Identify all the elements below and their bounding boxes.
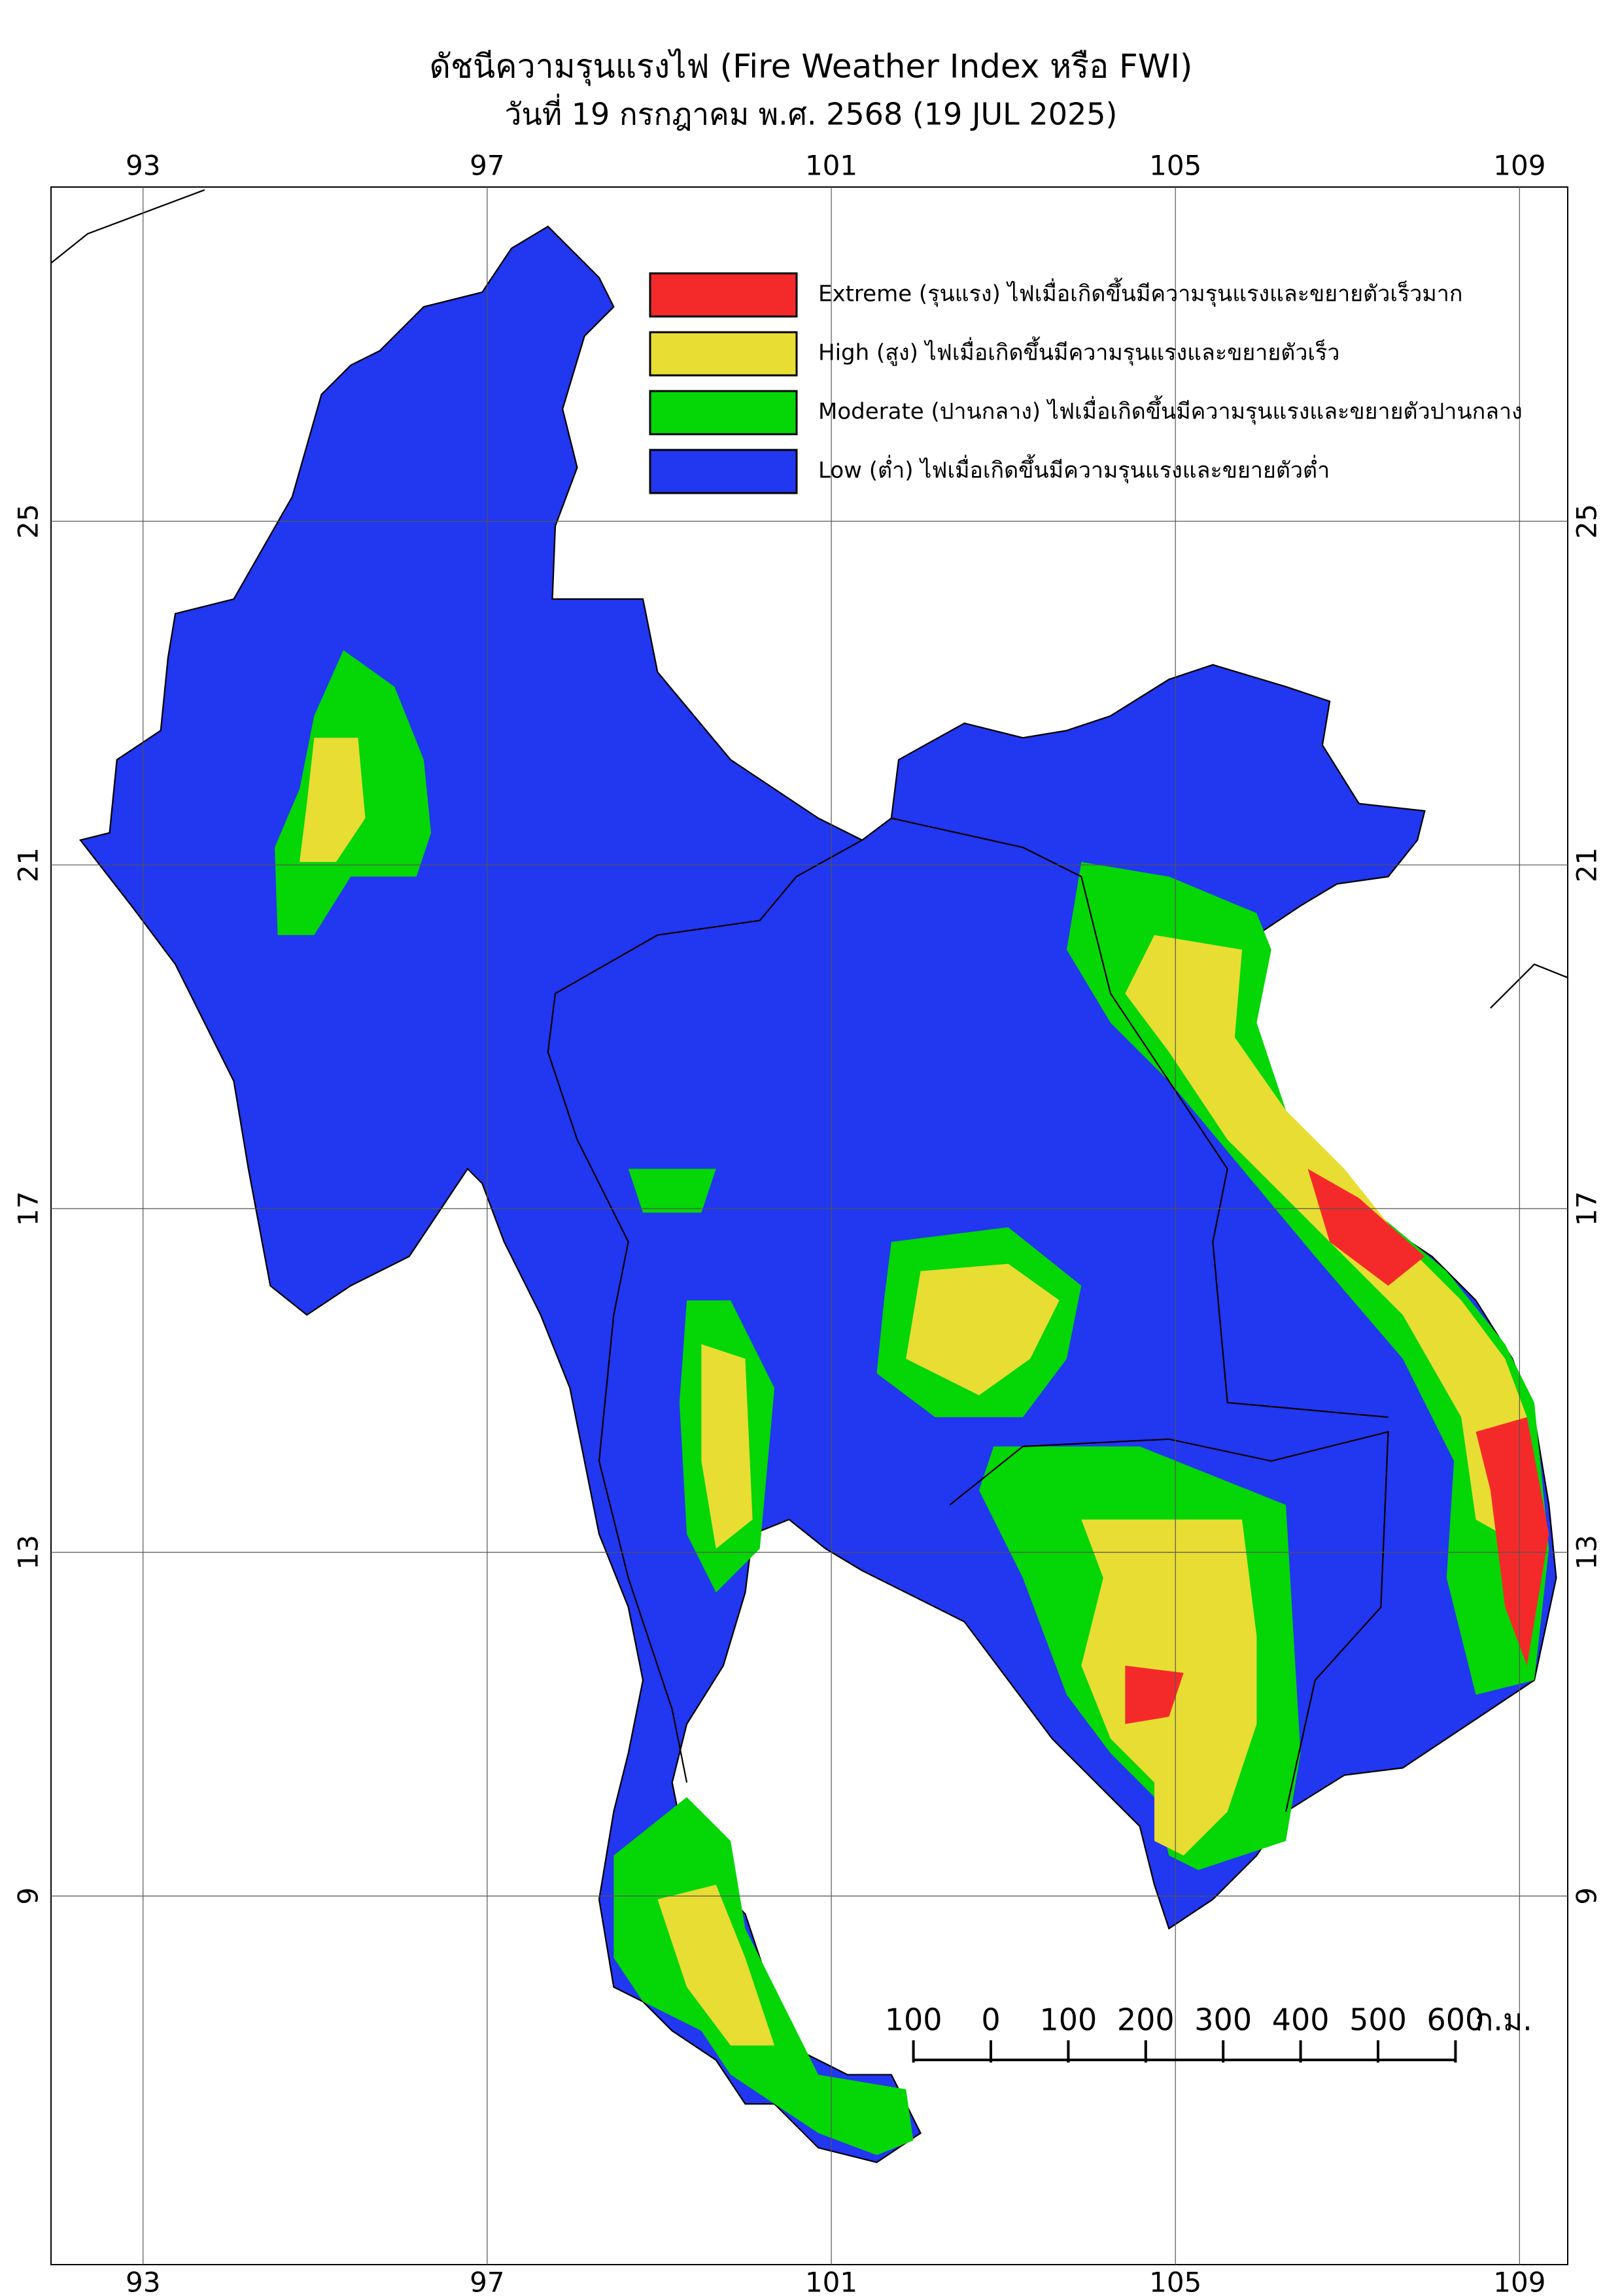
scale-label: 100 <box>1039 2002 1097 2038</box>
subtitle: วันที่ 19 กรกฎาคม พ.ศ. 2568 (19 JUL 2025… <box>505 94 1118 132</box>
high-area <box>906 1263 1060 1396</box>
border <box>891 817 1389 1418</box>
scale-label: 0 <box>981 2002 1000 2038</box>
lon-label-bottom: 93 <box>126 2267 160 2294</box>
extreme-area <box>1307 1169 1425 1286</box>
lat-label-right: 17 <box>1571 1191 1603 1225</box>
lat-label-left: 25 <box>12 504 44 538</box>
legend-swatch <box>649 272 798 318</box>
lon-label-top: 93 <box>126 150 160 182</box>
scale-label: 200 <box>1117 2002 1175 2038</box>
high-area <box>701 1344 753 1549</box>
lon-label-top: 101 <box>805 150 857 182</box>
lat-label-left: 13 <box>12 1535 44 1569</box>
scale-label: 400 <box>1272 2002 1330 2038</box>
lon-label-bottom: 109 <box>1493 2267 1545 2294</box>
lat-label-right: 21 <box>1571 848 1603 882</box>
lon-label-top: 97 <box>470 150 504 182</box>
scale-label: 100 <box>885 2002 942 2038</box>
map-frame <box>50 186 1568 2265</box>
legend-label: Low (ต่ำ) ไฟเมื่อเกิดขึ้นมีความรุนแรงและ… <box>818 454 1330 484</box>
legend-label: Moderate (ปานกลาง) ไฟเมื่อเกิดขึ้นมีความ… <box>818 396 1523 425</box>
extreme-area <box>1125 1665 1184 1724</box>
legend-swatch <box>649 390 798 436</box>
legend-label: High (สูง) ไฟเมื่อเกิดขึ้นมีความรุนแรงแล… <box>818 337 1339 366</box>
map-body <box>51 189 1568 2163</box>
moderate-area <box>628 1169 716 1213</box>
scale-label: 600 <box>1426 2002 1484 2038</box>
lon-label-bottom: 101 <box>805 2267 857 2294</box>
scale-label: 300 <box>1194 2002 1252 2038</box>
lat-label-right: 13 <box>1571 1535 1603 1569</box>
lon-label-bottom: 105 <box>1149 2267 1201 2294</box>
lat-label-left: 17 <box>12 1191 44 1225</box>
lat-label-right: 9 <box>1571 1887 1603 1905</box>
legend-swatch <box>649 449 798 494</box>
moderate-area <box>613 1797 914 2155</box>
lon-label-bottom: 97 <box>470 2267 504 2294</box>
legend-swatch <box>649 331 798 377</box>
lat-label-right: 25 <box>1571 504 1603 538</box>
scale-unit: ก.ม. <box>1475 2002 1532 2038</box>
lon-label-top: 105 <box>1149 150 1201 182</box>
land <box>51 189 1568 2163</box>
lon-label-top: 109 <box>1493 150 1545 182</box>
high-area <box>657 1885 775 2046</box>
border <box>547 993 688 1783</box>
high-area <box>1125 934 1527 1549</box>
lat-label-left: 9 <box>12 1887 44 1905</box>
scale-label: 500 <box>1349 2002 1407 2038</box>
border <box>555 839 863 995</box>
coast <box>51 189 205 264</box>
coast <box>1490 963 1568 1009</box>
lat-label-left: 21 <box>12 848 44 882</box>
legend-label: Extreme (รุนแรง) ไฟเมื่อเกิดขึ้นมีความรุ… <box>818 278 1462 307</box>
title: ดัชนีความรุนแรงไฟ (Fire Weather Index หร… <box>430 48 1193 86</box>
extreme-area <box>1475 1417 1549 1666</box>
border <box>949 1431 1389 1812</box>
high-area <box>300 738 366 863</box>
